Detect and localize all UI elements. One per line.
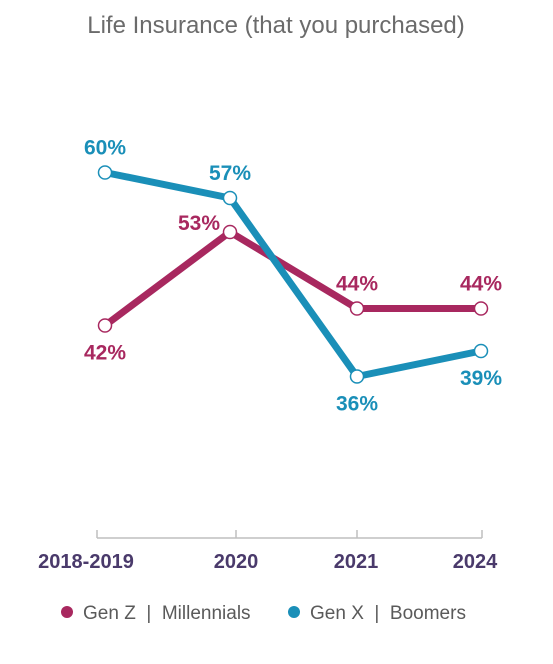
x-tick-label-3: 2024 bbox=[453, 551, 498, 573]
series-1-point-0 bbox=[97, 165, 113, 180]
series-0-point-2 bbox=[349, 301, 365, 316]
series-1-point-2 bbox=[349, 369, 365, 384]
series-0-label-2: 44% bbox=[336, 273, 378, 296]
series-1-label-1: 57% bbox=[209, 162, 251, 185]
series-0-point-3 bbox=[473, 301, 489, 316]
x-tick-label-1: 2020 bbox=[214, 551, 259, 573]
series-0-label-1: 53% bbox=[178, 212, 220, 235]
series-1-label-2: 36% bbox=[336, 393, 378, 416]
x-tick-label-0: 2018-2019 bbox=[38, 551, 134, 573]
legend-label-gen-z-millennials: Gen Z | Millennials bbox=[83, 603, 251, 624]
x-axis-ticks bbox=[96, 530, 483, 538]
series-0-label-0: 42% bbox=[84, 342, 126, 365]
series-0-point-1 bbox=[222, 224, 238, 240]
series-1-label-3: 39% bbox=[460, 367, 502, 390]
data-labels: 42% 53% 44% 44% 60% 57% 36% 39% bbox=[84, 137, 502, 416]
x-axis-tick-labels: 2018-2019 2020 2021 2024 bbox=[38, 551, 498, 573]
series-line-0 bbox=[101, 228, 485, 329]
legend: Gen Z | Millennials Gen X | Boomers bbox=[61, 603, 466, 624]
x-tick-label-2: 2021 bbox=[334, 551, 379, 573]
series-points bbox=[97, 165, 489, 384]
series-1-point-1 bbox=[222, 190, 238, 206]
legend-dot-gen-z-millennials bbox=[61, 606, 73, 618]
series-0-point-0 bbox=[97, 318, 113, 333]
series-1-label-0: 60% bbox=[84, 137, 126, 160]
legend-item-gen-x-boomers: Gen X | Boomers bbox=[288, 603, 466, 624]
series-lines bbox=[101, 169, 485, 380]
series-line-1 bbox=[101, 169, 485, 380]
legend-label-gen-x-boomers: Gen X | Boomers bbox=[310, 603, 466, 624]
legend-item-gen-z-millennials: Gen Z | Millennials bbox=[61, 603, 251, 624]
legend-dot-gen-x-boomers bbox=[288, 606, 300, 618]
series-1-point-3 bbox=[473, 343, 489, 359]
chart-title: Life Insurance (that you purchased) bbox=[87, 12, 465, 39]
series-0-label-3: 44% bbox=[460, 273, 502, 296]
